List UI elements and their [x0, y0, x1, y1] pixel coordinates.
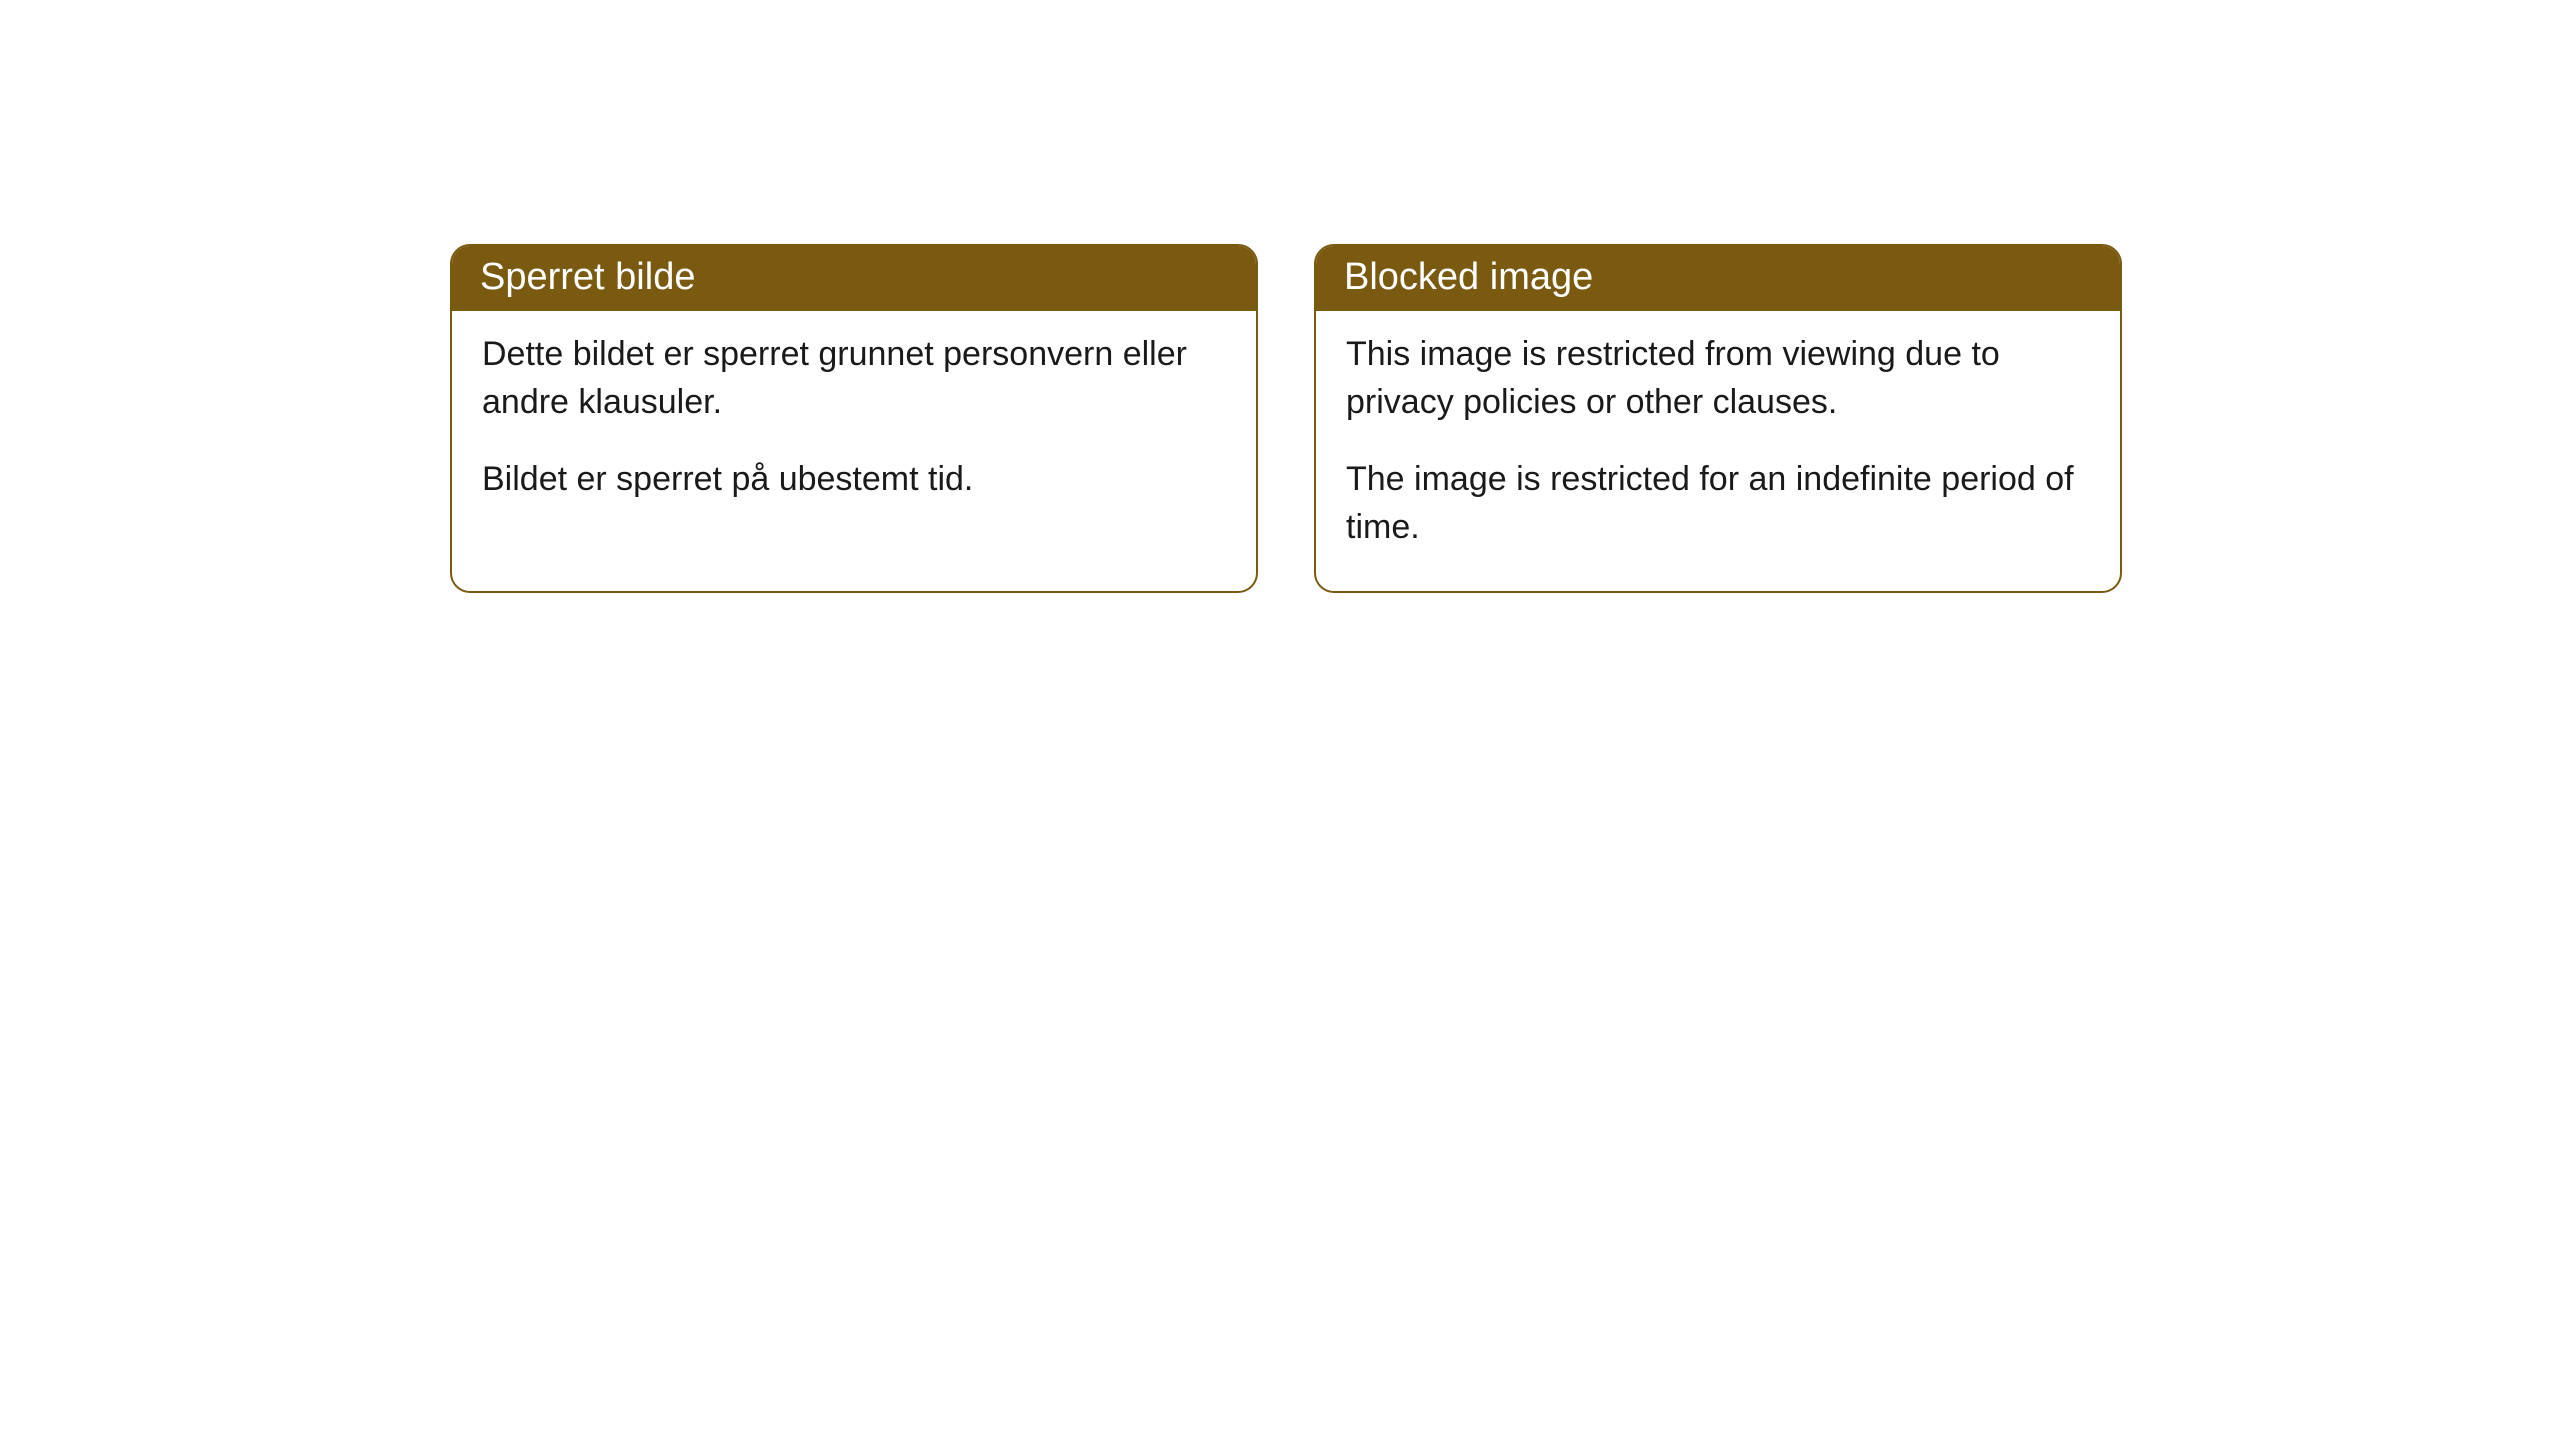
notice-cards-container: Sperret bilde Dette bildet er sperret gr… [0, 0, 2560, 593]
card-paragraph: Bildet er sperret på ubestemt tid. [482, 456, 1226, 504]
card-header: Sperret bilde [452, 246, 1256, 311]
card-paragraph: This image is restricted from viewing du… [1346, 331, 2090, 426]
card-title: Blocked image [1344, 256, 1593, 298]
blocked-image-card-english: Blocked image This image is restricted f… [1314, 244, 2122, 593]
card-title: Sperret bilde [480, 256, 695, 298]
card-body: This image is restricted from viewing du… [1316, 311, 2120, 591]
card-header: Blocked image [1316, 246, 2120, 311]
card-body: Dette bildet er sperret grunnet personve… [452, 311, 1256, 544]
card-paragraph: The image is restricted for an indefinit… [1346, 456, 2090, 551]
blocked-image-card-norwegian: Sperret bilde Dette bildet er sperret gr… [450, 244, 1258, 593]
card-paragraph: Dette bildet er sperret grunnet personve… [482, 331, 1226, 426]
